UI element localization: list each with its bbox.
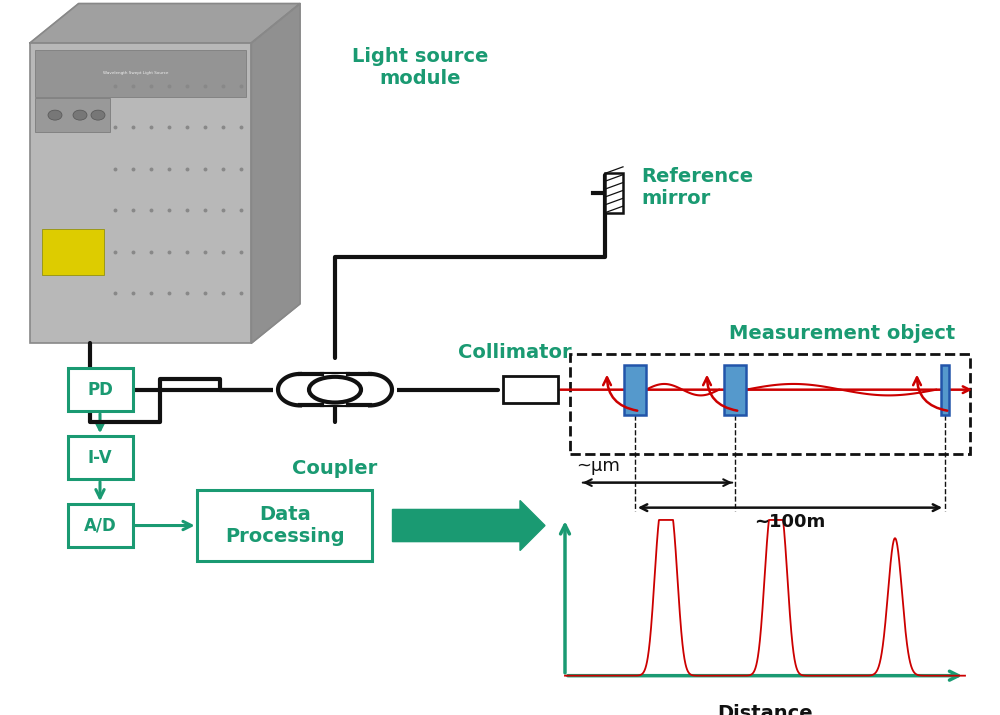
Text: Measurement object: Measurement object [729, 324, 955, 343]
FancyBboxPatch shape [273, 374, 397, 405]
Text: Data
Processing: Data Processing [225, 505, 345, 546]
FancyBboxPatch shape [941, 365, 949, 415]
FancyBboxPatch shape [68, 436, 132, 479]
Text: PD: PD [87, 380, 113, 399]
FancyBboxPatch shape [42, 229, 104, 275]
FancyArrow shape [392, 500, 545, 551]
FancyBboxPatch shape [724, 365, 746, 415]
Text: Coupler: Coupler [292, 459, 378, 478]
Text: Distance: Distance [717, 704, 813, 715]
Text: Collimator: Collimator [458, 342, 572, 362]
FancyBboxPatch shape [68, 368, 132, 411]
FancyBboxPatch shape [570, 354, 970, 454]
Polygon shape [30, 4, 300, 43]
Ellipse shape [309, 377, 361, 403]
FancyBboxPatch shape [605, 173, 623, 213]
Text: Wavelength Swept Light Source: Wavelength Swept Light Source [103, 71, 168, 75]
Text: ~μm: ~μm [576, 458, 620, 475]
Polygon shape [251, 4, 300, 343]
FancyBboxPatch shape [197, 490, 372, 561]
FancyBboxPatch shape [35, 50, 246, 97]
Circle shape [73, 110, 87, 120]
Text: Light source
module: Light source module [352, 47, 488, 89]
Text: ~100m: ~100m [754, 513, 826, 531]
FancyBboxPatch shape [503, 376, 558, 403]
FancyBboxPatch shape [624, 365, 646, 415]
FancyBboxPatch shape [68, 504, 132, 547]
FancyBboxPatch shape [30, 43, 251, 343]
Circle shape [91, 110, 105, 120]
Text: A/D: A/D [84, 516, 116, 535]
FancyBboxPatch shape [35, 98, 110, 132]
Text: I-V: I-V [88, 448, 112, 467]
Circle shape [48, 110, 62, 120]
Text: Reference
mirror: Reference mirror [641, 167, 753, 208]
